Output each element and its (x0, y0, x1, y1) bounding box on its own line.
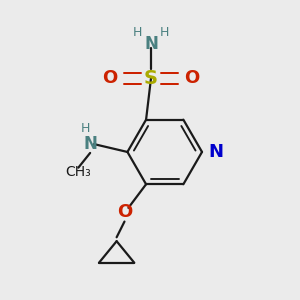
Text: H: H (80, 122, 90, 135)
Text: O: O (117, 203, 132, 221)
Text: N: N (208, 143, 223, 161)
Text: N: N (144, 35, 158, 53)
Text: CH₃: CH₃ (65, 165, 91, 178)
Text: H: H (160, 26, 169, 39)
Text: O: O (102, 69, 118, 87)
Text: N: N (83, 135, 97, 153)
Text: H: H (133, 26, 142, 39)
Text: O: O (184, 69, 200, 87)
Text: S: S (144, 69, 158, 88)
